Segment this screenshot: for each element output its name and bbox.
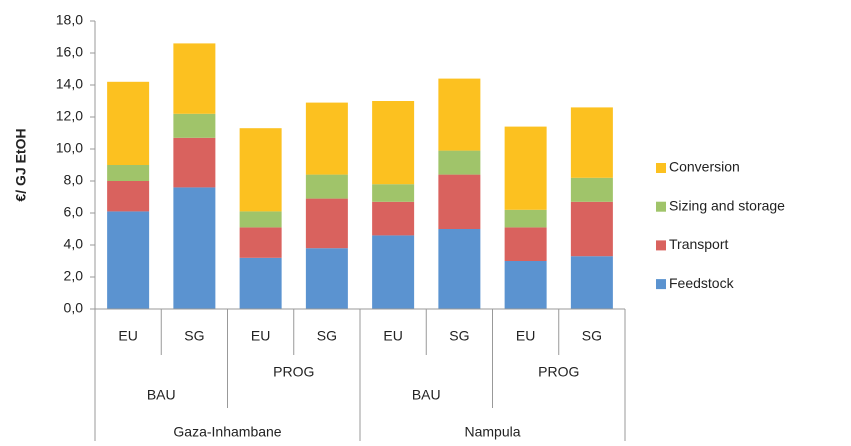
group-label: BAU [412,387,441,403]
group-label: Gaza-Inhambane [173,424,281,440]
bar-segment [372,235,415,309]
group-label: PROG [538,364,579,380]
x-tick-label: SG [449,328,469,344]
bar-segment [173,113,216,138]
legend-label: Transport [669,236,729,252]
y-tick-label: 0,0 [64,300,84,316]
bar-segment [239,257,282,309]
group-label: Nampula [464,424,520,440]
bar-segment [438,174,481,229]
x-tick-label: SG [184,328,204,344]
bar-segment [239,211,282,228]
bar-segment [570,201,613,257]
bar-segment [372,201,415,236]
bar-segment [173,43,216,114]
x-tick-label: SG [317,328,337,344]
bar-segment [173,187,216,309]
y-tick-label: 10,0 [56,140,83,156]
bar-segment [570,177,613,202]
y-tick-label: 2,0 [64,268,84,284]
x-tick-label: SG [582,328,602,344]
bar-segment [438,78,481,151]
x-tick-label: EU [383,328,402,344]
bar-segment [239,128,282,212]
bar-segment [305,198,348,249]
legend-label: Feedstock [669,275,735,291]
bar-segment [504,261,547,309]
legend-label: Conversion [669,159,740,175]
bar-segment [372,101,415,185]
bar-segment [438,150,481,175]
legend-swatch [656,163,666,173]
group-label: PROG [273,364,314,380]
bar-segment [504,209,547,228]
bar-segment [107,211,150,309]
bar-segment [107,81,150,165]
bar-segment [504,126,547,210]
bar-segment [504,227,547,261]
bar-segment [305,174,348,199]
legend-label: Sizing and storage [669,197,785,213]
bar-segment [372,184,415,202]
y-tick-label: 18,0 [56,12,83,28]
x-tick-label: EU [516,328,535,344]
y-tick-label: 12,0 [56,108,83,124]
y-axis-label: €/ GJ EtOH [13,128,29,201]
y-tick-label: 6,0 [64,204,84,220]
y-tick-label: 14,0 [56,76,83,92]
y-tick-label: 4,0 [64,236,84,252]
legend-swatch [656,240,666,251]
y-tick-label: 8,0 [64,172,84,188]
group-label: BAU [147,387,176,403]
x-tick-label: EU [251,328,270,344]
bar-segment [239,227,282,258]
legend-swatch [656,279,666,290]
bar-segment [173,137,216,188]
bar-segment [570,107,613,178]
bar-segment [305,102,348,175]
y-tick-label: 16,0 [56,44,83,60]
bar-segment [570,256,613,309]
bar-segment [438,229,481,309]
bar-segment [107,165,150,181]
x-tick-label: EU [118,328,137,344]
legend-swatch [656,201,666,212]
bar-segment [107,181,150,212]
bar-segment [305,248,348,309]
